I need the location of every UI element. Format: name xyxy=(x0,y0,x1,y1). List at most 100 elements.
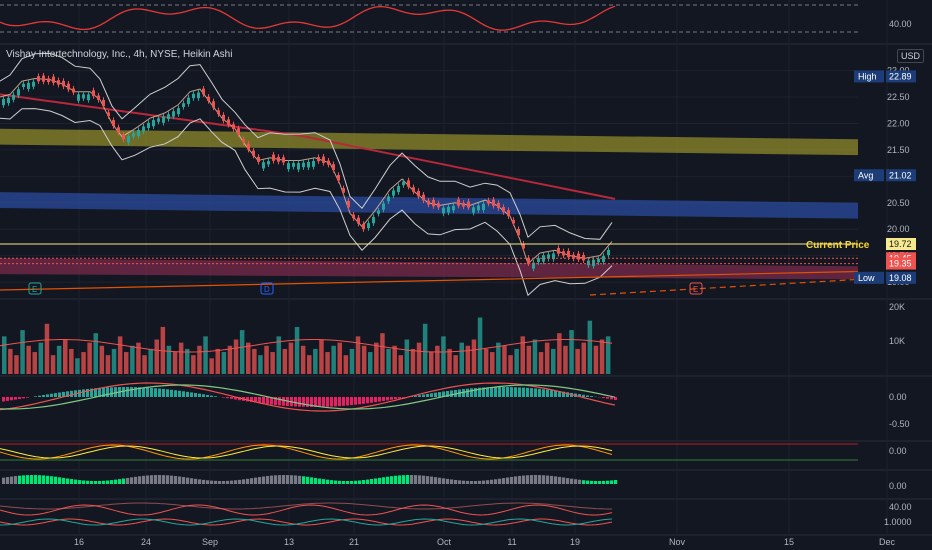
volume-bar xyxy=(282,348,288,374)
volume-bar xyxy=(75,358,80,374)
osc2-bar xyxy=(26,475,30,484)
candle xyxy=(492,199,495,206)
volume-bar xyxy=(191,355,196,374)
osc2-bar xyxy=(182,477,186,484)
osc2-bar xyxy=(62,477,66,484)
macd-histogram-bar xyxy=(110,387,113,397)
candle xyxy=(122,134,125,140)
candle xyxy=(402,181,405,186)
macd-histogram-bar xyxy=(602,397,605,399)
osc2-bar xyxy=(598,480,602,484)
osc3-line-2 xyxy=(0,502,612,510)
macd-histogram-bar xyxy=(426,393,429,397)
osc2-bar xyxy=(30,475,34,484)
candle xyxy=(352,214,355,219)
macd-histogram-bar xyxy=(606,397,609,399)
candle xyxy=(602,255,605,263)
macd-histogram-bar xyxy=(582,394,585,397)
volume-bar xyxy=(2,336,7,374)
candle xyxy=(312,160,315,167)
macd-histogram-bar xyxy=(462,389,465,397)
osc2-bar xyxy=(34,475,38,484)
trend-line xyxy=(0,270,859,291)
macd-histogram-bar xyxy=(202,394,205,397)
volume-bar xyxy=(587,320,593,374)
candle xyxy=(187,97,190,105)
osc2-bar xyxy=(354,480,358,484)
macd-histogram-bar xyxy=(482,387,485,397)
candle xyxy=(597,258,600,263)
macd-histogram-bar xyxy=(326,397,329,407)
candle xyxy=(227,119,230,125)
osc2-bar xyxy=(174,476,178,484)
volume-bar xyxy=(227,345,233,374)
volume-bar xyxy=(380,333,385,374)
osc2-bar xyxy=(614,479,618,484)
osc2-bar xyxy=(378,477,382,484)
candle xyxy=(272,154,275,161)
candle xyxy=(152,120,155,127)
volume-bar xyxy=(197,345,202,374)
macd-histogram-bar xyxy=(122,387,125,397)
macd-histogram-bar xyxy=(98,387,101,397)
volume-bar xyxy=(270,352,275,374)
volume-bar xyxy=(258,355,263,374)
osc2-bar xyxy=(226,480,230,484)
osc2-bar xyxy=(58,477,62,484)
candle xyxy=(427,200,430,205)
osc2-bar xyxy=(98,480,102,484)
osc2-bar xyxy=(606,480,610,484)
macd-histogram-bar xyxy=(442,391,445,397)
osc2-bar xyxy=(126,477,130,484)
candle xyxy=(582,254,585,261)
osc2-bar xyxy=(410,475,414,484)
candle xyxy=(252,150,255,156)
osc4-tick: 1.0000 xyxy=(884,517,912,527)
candle xyxy=(467,201,470,208)
osc2-bar xyxy=(346,480,350,484)
osc2-bar xyxy=(106,480,110,484)
time-tick: Dec xyxy=(879,537,896,547)
osc2-bar xyxy=(430,476,434,484)
volume-bar xyxy=(368,352,373,374)
volume-bar xyxy=(246,342,251,374)
price-badge xyxy=(886,238,916,250)
volume-bar xyxy=(288,342,294,374)
macd-histogram-bar xyxy=(170,389,173,397)
currency-badge[interactable]: USD xyxy=(897,49,925,63)
macd-tick: 0.00 xyxy=(889,392,907,402)
volume-bar xyxy=(404,339,410,374)
osc2-bar xyxy=(474,480,478,484)
candle xyxy=(177,108,180,115)
volume-bar xyxy=(551,348,556,374)
volume-bar xyxy=(44,323,50,374)
volume-bar xyxy=(215,348,220,374)
volume-bar xyxy=(239,330,245,374)
osc2-bar xyxy=(398,475,402,484)
osc2-bar xyxy=(566,478,570,484)
macd-histogram-bar xyxy=(138,387,141,397)
osc2-bar xyxy=(326,479,330,484)
volume-bar xyxy=(233,339,239,374)
event-label: E xyxy=(693,285,698,294)
volume-bar xyxy=(605,336,611,374)
macd-histogram-bar xyxy=(42,395,45,397)
macd-histogram-bar xyxy=(150,387,153,397)
macd-histogram-bar xyxy=(446,390,449,397)
macd-histogram-bar xyxy=(178,390,181,397)
macd-histogram-bar xyxy=(486,387,489,397)
trend-line-projection xyxy=(589,278,859,296)
macd-histogram-bar xyxy=(434,392,437,397)
macd-histogram-bar xyxy=(58,392,61,397)
candle xyxy=(72,88,75,93)
macd-histogram-bar xyxy=(38,395,41,397)
macd-histogram-bar xyxy=(506,387,509,397)
volume-bar xyxy=(105,355,111,374)
macd-histogram-bar xyxy=(130,387,133,397)
osc2-bar xyxy=(434,477,438,484)
osc2-bar xyxy=(366,479,370,484)
candle xyxy=(297,163,300,170)
osc2-bar xyxy=(382,477,386,484)
macd-histogram-bar xyxy=(502,387,505,397)
